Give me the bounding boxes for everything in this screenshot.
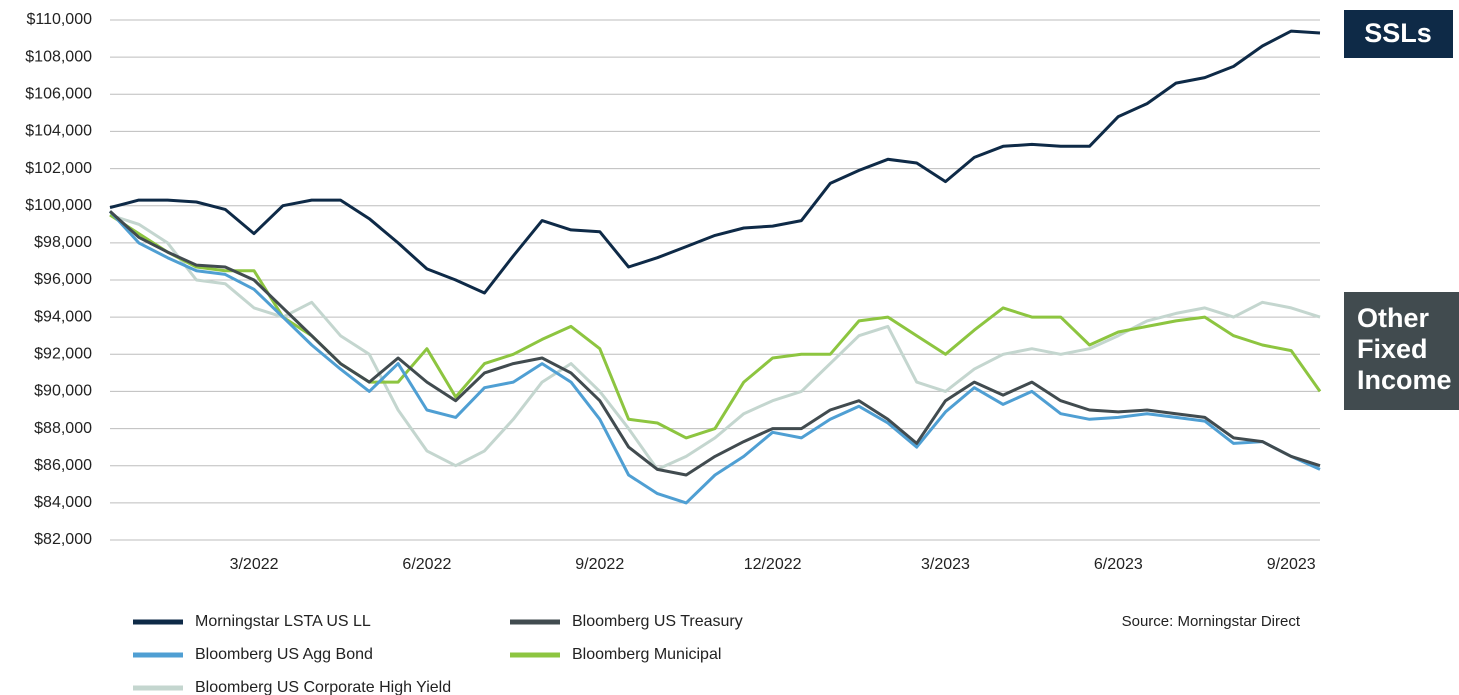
- series-line: [109, 213, 1321, 471]
- series-line: [108, 210, 1321, 505]
- y-tick-label: $104,000: [25, 123, 92, 140]
- annotation-box: [1344, 292, 1459, 410]
- y-tick-label: $100,000: [25, 197, 92, 214]
- series-line: [109, 29, 1321, 295]
- x-tick-label: 9/2022: [575, 556, 624, 573]
- x-tick-label: 3/2023: [921, 556, 970, 573]
- annotation-text: Fixed: [1357, 334, 1428, 364]
- annotation-text: SSLs: [1364, 18, 1432, 48]
- y-tick-label: $86,000: [34, 457, 92, 474]
- y-tick-label: $88,000: [34, 420, 92, 437]
- y-tick-label: $94,000: [34, 308, 92, 325]
- y-tick-label: $110,000: [26, 11, 92, 28]
- y-tick-label: $108,000: [25, 48, 92, 65]
- annotation-text: Income: [1357, 365, 1452, 395]
- series-line: [108, 210, 1321, 477]
- legend-label: Bloomberg US Corporate High Yield: [195, 679, 451, 695]
- y-tick-label: $90,000: [34, 383, 92, 400]
- x-tick-label: 6/2023: [1094, 556, 1143, 573]
- y-tick-label: $92,000: [34, 346, 92, 363]
- x-tick-label: 6/2022: [402, 556, 451, 573]
- x-tick-label: 12/2022: [744, 556, 802, 573]
- legend-label: Morningstar LSTA US LL: [195, 613, 371, 630]
- y-tick-label: $102,000: [25, 160, 92, 177]
- legend-label: Bloomberg US Treasury: [572, 613, 743, 630]
- legend-label: Bloomberg US Agg Bond: [195, 646, 373, 663]
- y-tick-label: $106,000: [25, 86, 92, 103]
- annotation-text: Other: [1357, 303, 1430, 333]
- annotation-box: [1344, 10, 1453, 58]
- y-tick-label: $82,000: [34, 531, 92, 548]
- legend-label: Bloomberg Municipal: [572, 646, 721, 663]
- source-note: Source: Morningstar Direct: [1122, 613, 1301, 630]
- x-tick-label: 9/2023: [1267, 556, 1316, 573]
- y-tick-label: $84,000: [34, 494, 92, 511]
- y-tick-label: $96,000: [34, 271, 92, 288]
- x-tick-label: 3/2022: [230, 556, 279, 573]
- y-tick-label: $98,000: [34, 234, 92, 251]
